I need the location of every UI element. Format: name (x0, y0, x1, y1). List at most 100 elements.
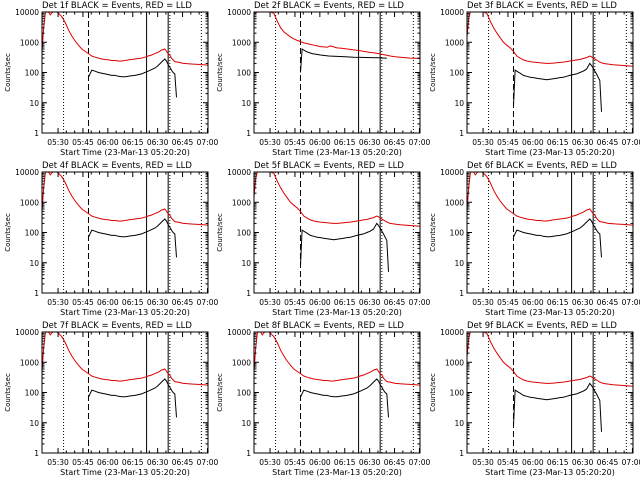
panel-title: Det 3f BLACK = Events, RED = LLD (467, 1, 617, 11)
y-tick-label: 100 (237, 69, 252, 78)
series-line-lld (42, 172, 208, 226)
y-tick-label: 1000 (20, 358, 39, 367)
x-tick-label: 06:00 (309, 458, 331, 467)
y-tick-label: 10000 (227, 328, 251, 337)
x-tick-label: 06:30 (359, 298, 381, 307)
y-tick-label: 10 (454, 419, 464, 428)
detector-panel-3: Det 3f BLACK = Events, RED = LLD 1 10 100 10… (429, 1, 640, 157)
x-tick-label: 06:00 (97, 138, 119, 147)
y-tick-label: 100 (25, 389, 40, 398)
x-tick-label: 05:30 (259, 138, 281, 147)
y-tick-label: 1 (246, 129, 251, 138)
y-tick-label: 10 (454, 99, 464, 108)
y-tick-label: 1000 (20, 38, 39, 47)
series-line-events (88, 58, 177, 98)
detector-panel-7: Det 7f BLACK = Events, RED = LLD 1 10 100 10… (4, 321, 218, 477)
x-tick-label: 05:45 (284, 298, 306, 307)
y-tick-label: 100 (450, 69, 465, 78)
x-tick-label: 05:30 (472, 298, 494, 307)
plot-frame (466, 171, 634, 294)
series-line-lld (467, 12, 633, 67)
y-tick-label: 10 (241, 419, 251, 428)
y-tick-label: 100 (25, 229, 40, 238)
y-tick-label: 10 (29, 259, 39, 268)
x-tick-label: 06:45 (597, 298, 619, 307)
x-tick-label: 06:00 (309, 138, 331, 147)
x-tick-label: 06:30 (572, 138, 594, 147)
detector-panel-6: Det 6f BLACK = Events, RED = LLD 1 10 100 10… (429, 161, 640, 317)
x-tick-label: 05:30 (47, 138, 69, 147)
x-axis-label: Start Time (23-Mar-13 05:20:20) (485, 148, 615, 157)
x-axis-label: Start Time (23-Mar-13 05:20:20) (272, 308, 402, 317)
series-line-events (88, 218, 177, 258)
series-line-lld (254, 332, 420, 386)
y-tick-label: 10000 (15, 8, 39, 17)
x-tick-label: 05:45 (497, 458, 519, 467)
series-line-lld (467, 332, 633, 387)
y-axis-label: Counts/sec (4, 53, 12, 92)
x-axis-label: Start Time (23-Mar-13 05:20:20) (272, 468, 402, 477)
panel-title: Det 1f BLACK = Events, RED = LLD (42, 1, 192, 11)
x-tick-label: 07:00 (197, 138, 219, 147)
x-tick-label: 07:00 (197, 298, 219, 307)
y-tick-label: 10000 (227, 168, 251, 177)
plot-frame (41, 331, 209, 454)
y-tick-label: 1000 (232, 198, 251, 207)
y-tick-label: 10000 (15, 328, 39, 337)
y-tick-label: 1000 (232, 358, 251, 367)
x-tick-label: 07:00 (622, 298, 640, 307)
x-tick-label: 05:30 (472, 458, 494, 467)
y-axis-label: Counts/sec (216, 213, 224, 252)
series-line-events (88, 378, 177, 418)
x-tick-label: 06:15 (334, 458, 356, 467)
panel-title: Det 4f BLACK = Events, RED = LLD (42, 161, 192, 171)
y-tick-label: 1000 (445, 38, 464, 47)
x-tick-label: 05:45 (72, 298, 94, 307)
y-tick-label: 10000 (440, 168, 464, 177)
y-axis-label: Counts/sec (4, 213, 12, 252)
series-line-lld (467, 172, 633, 226)
y-tick-label: 1 (34, 129, 39, 138)
y-tick-label: 10 (241, 99, 251, 108)
y-tick-label: 1 (34, 289, 39, 298)
y-tick-label: 1 (34, 449, 39, 458)
series-line-lld (42, 12, 208, 66)
x-tick-label: 06:30 (147, 458, 169, 467)
x-tick-label: 06:00 (522, 138, 544, 147)
series-line-events (513, 382, 602, 432)
x-tick-label: 06:00 (97, 458, 119, 467)
x-tick-label: 05:30 (259, 458, 281, 467)
y-tick-label: 100 (450, 389, 465, 398)
x-tick-label: 05:30 (47, 298, 69, 307)
detector-panel-5: Det 5f BLACK = Events, RED = LLD 1 10 100 10… (216, 161, 430, 317)
x-tick-label: 06:30 (572, 458, 594, 467)
series-line-events (300, 378, 389, 418)
x-tick-label: 06:45 (597, 458, 619, 467)
series-line-events (300, 222, 389, 272)
x-tick-label: 06:00 (522, 458, 544, 467)
x-axis-label: Start Time (23-Mar-13 05:20:20) (60, 148, 190, 157)
x-tick-label: 05:30 (47, 458, 69, 467)
x-tick-label: 06:15 (122, 138, 144, 147)
x-tick-label: 06:45 (597, 138, 619, 147)
x-tick-label: 06:30 (147, 138, 169, 147)
panel-title: Det 7f BLACK = Events, RED = LLD (42, 321, 192, 331)
y-tick-label: 100 (25, 69, 40, 78)
x-tick-label: 06:15 (122, 458, 144, 467)
y-tick-label: 1 (246, 449, 251, 458)
x-tick-label: 06:15 (547, 298, 569, 307)
plot-frame (466, 11, 634, 134)
x-tick-label: 06:45 (384, 458, 406, 467)
series-line-lld (254, 12, 420, 59)
y-tick-label: 10000 (440, 328, 464, 337)
y-tick-label: 1000 (232, 38, 251, 47)
x-tick-label: 06:00 (97, 298, 119, 307)
detector-panel-9: Det 9f BLACK = Events, RED = LLD 1 10 100 10… (429, 321, 640, 477)
x-tick-label: 06:15 (122, 298, 144, 307)
y-axis-label: Counts/sec (429, 373, 437, 412)
y-tick-label: 10 (454, 259, 464, 268)
x-tick-label: 06:30 (359, 458, 381, 467)
y-tick-label: 1000 (445, 198, 464, 207)
series-line-lld (42, 332, 208, 386)
y-tick-label: 100 (237, 229, 252, 238)
